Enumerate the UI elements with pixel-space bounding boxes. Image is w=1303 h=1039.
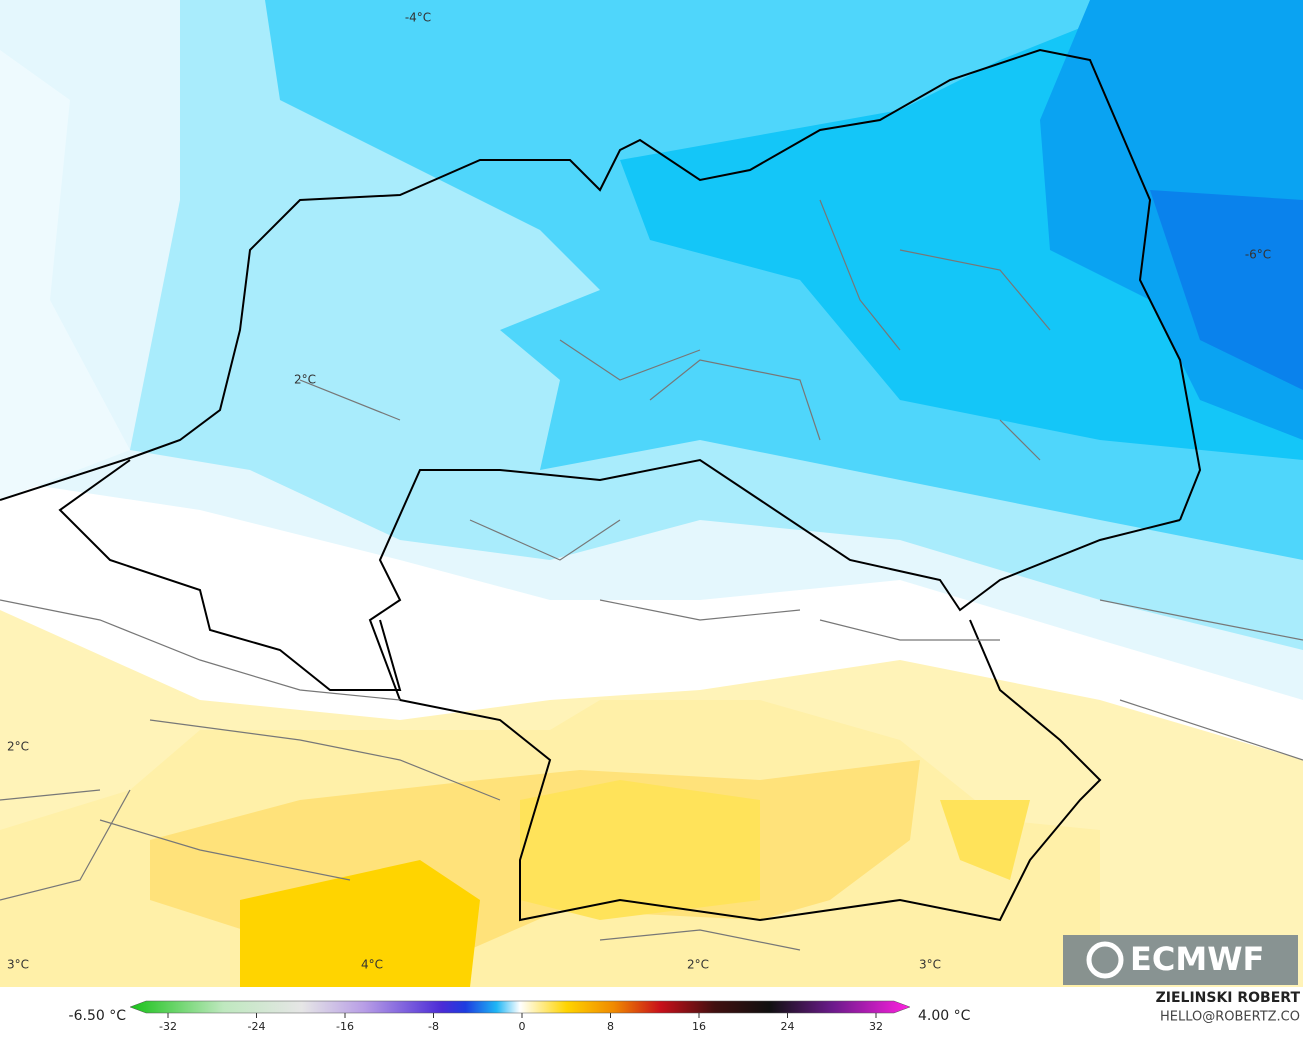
colorbar-tick-label: 16 [692,1020,706,1033]
colorbar-tick-label: 24 [781,1020,795,1033]
logo: ECMWF [1063,935,1298,985]
colorbar-tick-label: -32 [159,1020,177,1033]
colorbar-bar [129,1000,911,1014]
contour-label: 3°C [919,958,941,972]
contour-label: 2°C [687,958,709,972]
logo-text: ECMWF [1130,940,1264,978]
map-area: -4°C -6°C 2°C 2°C 3°C 4°C 2°C 3°C ECMWF [0,0,1303,987]
contour-label: 2°C [7,740,29,754]
field-cold5 [1150,190,1303,390]
colorbar-tick-label: 32 [869,1020,883,1033]
colorbar-tick-label: -16 [336,1020,354,1033]
logo-icon [1086,941,1124,979]
colorbar-tick-label: 8 [607,1020,614,1033]
field-pale [0,50,130,500]
contour-label: 2°C [294,373,316,387]
contour-label: 3°C [7,958,29,972]
country-border [58,459,402,691]
colorbar-tick-label: 0 [519,1020,526,1033]
field-warm4 [520,780,760,920]
field-warm5 [940,800,1030,880]
contact: HELLO@ROBERTZ.CO [1160,1010,1300,1025]
contour-label: -4°C [405,11,431,25]
min-label: -6.50 °C [69,1008,127,1024]
author: ZIELINSKI ROBERT [1156,990,1301,1006]
colorbar-tick-label: -24 [248,1020,266,1033]
region-borders [0,249,1303,951]
coastline [0,48,1202,521]
contour-label: -6°C [1245,248,1271,262]
field-warm3 [240,860,480,987]
region-borders [0,199,1041,901]
max-label: 4.00 °C [918,1008,971,1024]
contour-label: 4°C [361,958,383,972]
colorbar-tick-label: -8 [428,1020,439,1033]
colorbar: -6.50 °C 4.00 °C ZIELINSKI ROBERT HELLO@… [69,990,1301,1033]
